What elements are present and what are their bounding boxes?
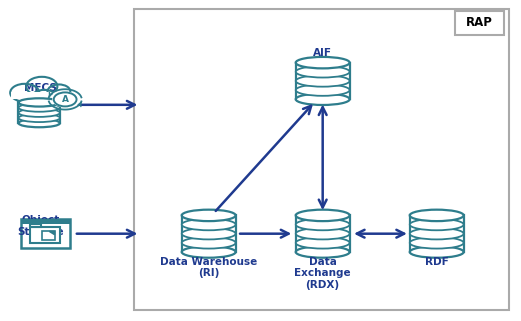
Ellipse shape <box>296 219 350 230</box>
Ellipse shape <box>182 228 235 239</box>
Text: RDF: RDF <box>425 256 449 267</box>
Circle shape <box>47 84 70 99</box>
Ellipse shape <box>296 228 350 239</box>
Circle shape <box>52 91 78 107</box>
Polygon shape <box>296 215 350 252</box>
Polygon shape <box>410 215 464 252</box>
Polygon shape <box>18 102 60 123</box>
Polygon shape <box>21 219 70 224</box>
Ellipse shape <box>182 219 235 230</box>
FancyBboxPatch shape <box>455 11 504 35</box>
Ellipse shape <box>410 228 464 239</box>
Polygon shape <box>11 92 71 99</box>
Ellipse shape <box>410 237 464 248</box>
Ellipse shape <box>296 246 350 258</box>
Text: Data Warehouse
(RI): Data Warehouse (RI) <box>160 256 257 278</box>
Text: MFCS: MFCS <box>24 82 57 92</box>
Ellipse shape <box>296 237 350 248</box>
Polygon shape <box>182 215 235 252</box>
Text: A: A <box>61 95 69 104</box>
FancyBboxPatch shape <box>30 227 60 243</box>
Ellipse shape <box>410 246 464 258</box>
Ellipse shape <box>182 210 235 221</box>
Ellipse shape <box>18 98 60 107</box>
Ellipse shape <box>410 219 464 230</box>
Ellipse shape <box>410 210 464 221</box>
FancyBboxPatch shape <box>42 231 55 240</box>
FancyBboxPatch shape <box>133 9 509 310</box>
Polygon shape <box>296 63 350 99</box>
Circle shape <box>54 92 77 106</box>
Text: AIF: AIF <box>313 48 332 58</box>
FancyBboxPatch shape <box>21 219 70 248</box>
Ellipse shape <box>182 246 235 258</box>
Ellipse shape <box>18 119 60 127</box>
Circle shape <box>10 84 39 102</box>
Ellipse shape <box>296 66 350 78</box>
Ellipse shape <box>182 237 235 248</box>
Ellipse shape <box>296 93 350 105</box>
Ellipse shape <box>296 210 350 221</box>
Ellipse shape <box>296 57 350 68</box>
Text: Data
Exchange
(RDX): Data Exchange (RDX) <box>294 256 351 290</box>
Ellipse shape <box>296 84 350 96</box>
Ellipse shape <box>296 75 350 87</box>
Circle shape <box>31 90 57 106</box>
Polygon shape <box>49 231 55 235</box>
Text: RAP: RAP <box>466 16 493 29</box>
Circle shape <box>26 77 57 96</box>
Ellipse shape <box>18 108 60 117</box>
Polygon shape <box>30 224 41 227</box>
Ellipse shape <box>18 114 60 122</box>
Ellipse shape <box>18 103 60 112</box>
Text: Object
Storage: Object Storage <box>17 215 64 237</box>
